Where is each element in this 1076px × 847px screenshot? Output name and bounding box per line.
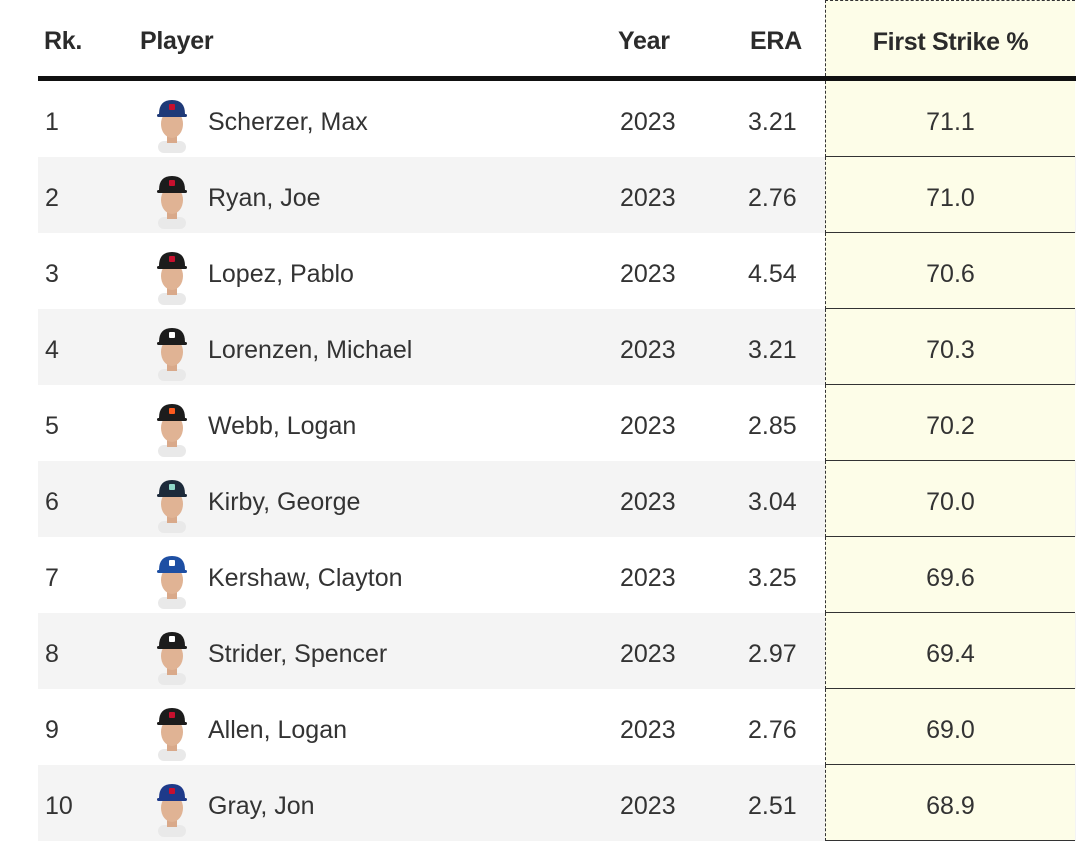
- era-cell: 2.51: [748, 792, 797, 820]
- table-row[interactable]: 1 Scherzer, Max 2023 3.21 71.1: [38, 81, 1076, 157]
- era-cell: 4.54: [748, 260, 797, 288]
- table-row[interactable]: 2 Ryan, Joe 2023 2.76 71.0: [38, 157, 1076, 233]
- player-name[interactable]: Ryan, Joe: [208, 184, 321, 212]
- player-name[interactable]: Gray, Jon: [208, 792, 315, 820]
- year-cell: 2023: [620, 716, 676, 744]
- era-cell: 3.21: [748, 336, 797, 364]
- table-row[interactable]: 5 Webb, Logan 2023 2.85 70.2: [38, 385, 1076, 461]
- rank-cell: 9: [45, 716, 59, 744]
- first-strike-cell: 69.4: [825, 613, 1075, 689]
- rank-cell: 6: [45, 488, 59, 516]
- era-cell: 2.85: [748, 412, 797, 440]
- table-row[interactable]: 10 Gray, Jon 2023 2.51 68.9: [38, 765, 1076, 841]
- player-headshot-icon: [157, 404, 187, 457]
- player-name[interactable]: Lorenzen, Michael: [208, 336, 413, 364]
- player-name[interactable]: Scherzer, Max: [208, 108, 368, 136]
- leaderboard-table: Rk. Player Year ERA First Strike % 1 Sche…: [38, 0, 1076, 841]
- table-body: 1 Scherzer, Max 2023 3.21 71.1 2 Ryan, Joe 2023…: [38, 81, 1076, 841]
- player-headshot-icon: [157, 328, 187, 381]
- first-strike-cell: 69.6: [825, 537, 1075, 613]
- year-cell: 2023: [620, 792, 676, 820]
- table-row[interactable]: 4 Lorenzen, Michael 2023 3.21 70.3: [38, 309, 1076, 385]
- first-strike-cell: 71.0: [825, 157, 1075, 233]
- rank-cell: 1: [45, 108, 59, 136]
- player-headshot-icon: [157, 176, 187, 229]
- rank-cell: 4: [45, 336, 59, 364]
- table-row[interactable]: 7 Kershaw, Clayton 2023 3.25 69.6: [38, 537, 1076, 613]
- rank-cell: 10: [45, 792, 73, 820]
- first-strike-cell: 71.1: [825, 81, 1075, 157]
- table-row[interactable]: 3 Lopez, Pablo 2023 4.54 70.6: [38, 233, 1076, 309]
- player-name[interactable]: Allen, Logan: [208, 716, 348, 744]
- player-name[interactable]: Strider, Spencer: [208, 640, 388, 668]
- header-player[interactable]: Player: [140, 27, 214, 55]
- player-headshot-icon: [157, 480, 187, 533]
- year-cell: 2023: [620, 184, 676, 212]
- player-name[interactable]: Kirby, George: [208, 488, 361, 516]
- rank-cell: 8: [45, 640, 59, 668]
- player-headshot-icon: [157, 100, 187, 153]
- first-strike-cell: 70.6: [825, 233, 1075, 309]
- player-headshot-icon: [157, 708, 187, 761]
- first-strike-cell: 70.2: [825, 385, 1075, 461]
- table-header: Rk. Player Year ERA First Strike %: [38, 0, 1076, 81]
- rank-cell: 7: [45, 564, 59, 592]
- era-cell: 3.25: [748, 564, 797, 592]
- era-cell: 2.76: [748, 184, 797, 212]
- era-cell: 2.76: [748, 716, 797, 744]
- first-strike-cell: 70.0: [825, 461, 1075, 537]
- player-name[interactable]: Webb, Logan: [208, 412, 357, 440]
- table-row[interactable]: 6 Kirby, George 2023 3.04 70.0: [38, 461, 1076, 537]
- year-cell: 2023: [620, 488, 676, 516]
- rank-cell: 3: [45, 260, 59, 288]
- player-headshot-icon: [157, 784, 187, 837]
- year-cell: 2023: [620, 336, 676, 364]
- era-cell: 3.04: [748, 488, 797, 516]
- year-cell: 2023: [620, 640, 676, 668]
- first-strike-cell: 68.9: [825, 765, 1075, 841]
- era-cell: 3.21: [748, 108, 797, 136]
- header-first-strike[interactable]: First Strike %: [825, 0, 1075, 76]
- year-cell: 2023: [620, 412, 676, 440]
- year-cell: 2023: [620, 260, 676, 288]
- header-era[interactable]: ERA: [750, 27, 802, 55]
- player-headshot-icon: [157, 632, 187, 685]
- header-year[interactable]: Year: [618, 27, 670, 55]
- player-headshot-icon: [157, 252, 187, 305]
- rank-cell: 5: [45, 412, 59, 440]
- player-name[interactable]: Lopez, Pablo: [208, 260, 354, 288]
- era-cell: 2.97: [748, 640, 797, 668]
- first-strike-cell: 69.0: [825, 689, 1075, 765]
- table-row[interactable]: 9 Allen, Logan 2023 2.76 69.0: [38, 689, 1076, 765]
- player-headshot-icon: [157, 556, 187, 609]
- rank-cell: 2: [45, 184, 59, 212]
- player-name[interactable]: Kershaw, Clayton: [208, 564, 403, 592]
- header-rank[interactable]: Rk.: [44, 27, 83, 55]
- first-strike-cell: 70.3: [825, 309, 1075, 385]
- table-row[interactable]: 8 Strider, Spencer 2023 2.97 69.4: [38, 613, 1076, 689]
- year-cell: 2023: [620, 108, 676, 136]
- year-cell: 2023: [620, 564, 676, 592]
